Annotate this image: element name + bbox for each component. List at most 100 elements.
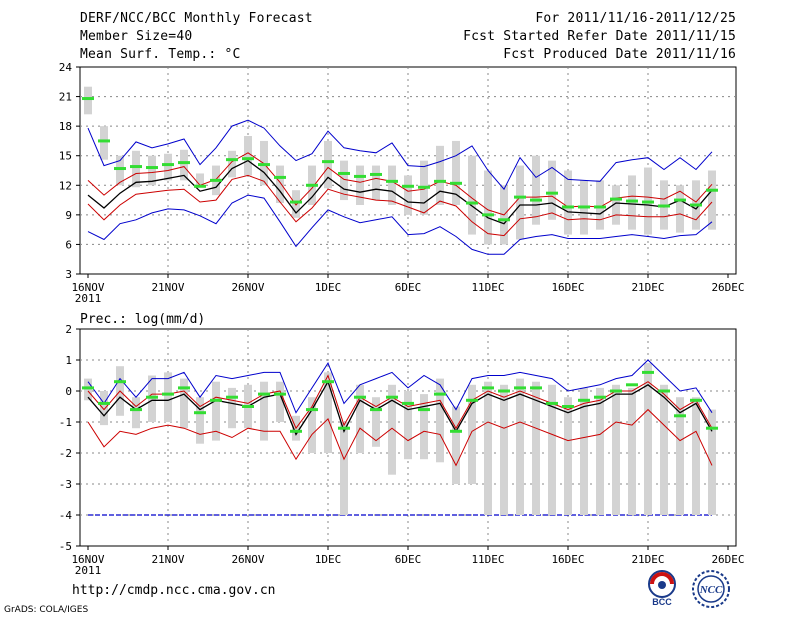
prec-xtick-label: 21DEC — [631, 553, 664, 566]
prec-spread-box — [516, 378, 524, 515]
prec-spread-box — [708, 409, 716, 515]
temp-spread-box — [292, 190, 300, 218]
temp-xtick-label: 26NOV — [231, 281, 264, 294]
temp-spread-box — [244, 136, 252, 176]
temp-spread-box — [164, 153, 172, 181]
prec-spread-box — [580, 387, 588, 515]
temp-ytick-label: 3 — [65, 268, 72, 281]
prec-spread-box — [372, 397, 380, 447]
prec-spread-box — [180, 378, 188, 429]
temp-spread-box — [148, 155, 156, 186]
prec-spread-box — [468, 384, 476, 484]
prec-xtick-label: 6DEC — [395, 553, 422, 566]
source-url[interactable]: http://cmdp.ncc.cma.gov.cn — [72, 583, 276, 598]
temp-spread-box — [180, 149, 188, 181]
prec-spread-box — [388, 384, 396, 475]
ncc-logo: NCC — [692, 570, 730, 608]
prec-spread-box — [532, 381, 540, 515]
temp-min-line — [87, 194, 713, 255]
temp-xtick-label: 16NOV — [71, 281, 104, 294]
temp-spread-box — [372, 165, 380, 201]
temp-ytick-label: 9 — [65, 209, 72, 222]
temp-spread-box — [516, 165, 524, 240]
temp-ytick-label: 21 — [59, 91, 72, 104]
prec-xtick-label: 11DEC — [471, 553, 504, 566]
temp-xtick-label: 26DEC — [711, 281, 744, 294]
prec-spread-box — [436, 378, 444, 463]
prec-spread-box — [356, 384, 364, 453]
prec-xtick-label: 16DEC — [551, 553, 584, 566]
prec-xtick-label: 26NOV — [231, 553, 264, 566]
temp-lower-line — [87, 174, 713, 237]
temp-max-line — [87, 119, 713, 191]
temp-spread-box — [132, 150, 140, 188]
prec-spread-box — [308, 397, 316, 453]
temp-spread-box — [116, 155, 124, 186]
temp-xtick-label: 21DEC — [631, 281, 664, 294]
prec-max-line — [87, 359, 713, 414]
prec-upper-line — [87, 374, 713, 430]
prec-spread-box — [132, 397, 140, 429]
temp-xtick-label: 11DEC — [471, 281, 504, 294]
prec-spread-box — [324, 372, 332, 453]
prec-spread-box — [84, 378, 92, 401]
prec-spread-box — [276, 381, 284, 422]
prec-spread-box — [260, 381, 268, 441]
prec-spread-box — [692, 397, 700, 515]
prec-spread-box — [100, 391, 108, 426]
temp-spread-box — [484, 170, 492, 245]
temp-mean-line — [87, 159, 713, 225]
temp-spread-box — [228, 150, 236, 178]
temp-spread-box — [564, 170, 572, 235]
prec-ytick-label: 2 — [65, 323, 72, 336]
temp-spread-box — [100, 126, 108, 160]
temp-spread-box — [84, 86, 92, 115]
temp-spread-box — [548, 160, 556, 220]
prec-spread-box — [564, 397, 572, 515]
temp-spread-box — [196, 173, 204, 188]
prec-ytick-label: -4 — [59, 509, 73, 522]
prec-ytick-label: -2 — [59, 447, 72, 460]
prec-ytick-label: -3 — [59, 478, 72, 491]
temp-spread-box — [708, 170, 716, 230]
prec-spread-box — [404, 391, 412, 460]
prec-ytick-label: -5 — [59, 540, 72, 553]
prec-spread-box — [340, 422, 348, 515]
grads-credit: GrADS: COLA/IGES — [4, 605, 89, 615]
temp-xtick-label: 16DEC — [551, 281, 584, 294]
prec-ytick-label: -1 — [59, 416, 72, 429]
prec-mean-line — [87, 380, 713, 436]
prec-panel-label: Prec.: log(mm/d) — [80, 312, 205, 327]
prec-xtick-label: 1DEC — [315, 553, 342, 566]
temp-xtick-label: 6DEC — [395, 281, 422, 294]
temp-spread-box — [388, 165, 396, 205]
temp-spread-box — [468, 155, 476, 235]
member-size: Member Size=40 — [80, 29, 193, 44]
prec-xtick-label: 16NOV — [71, 553, 104, 566]
prec-xtick-year: 2011 — [75, 564, 102, 577]
prec-spread-box — [660, 384, 668, 515]
produced-date: Fcst Produced Date 2011/11/16 — [503, 47, 736, 62]
temp-ytick-label: 18 — [59, 120, 72, 133]
temp-spread-box — [340, 160, 348, 201]
chart-title: DERF/NCC/BCC Monthly Forecast — [80, 11, 313, 26]
prec-spread-box — [612, 384, 620, 515]
prec-ytick-label: 0 — [65, 385, 72, 398]
prec-spread-box — [596, 387, 604, 515]
temp-spread-box — [276, 165, 284, 204]
prec-spread-box — [484, 381, 492, 515]
temp-spread-box — [324, 140, 332, 189]
prec-xtick-label: 21NOV — [151, 553, 184, 566]
temp-ytick-label: 15 — [59, 150, 72, 163]
prec-spread-box — [196, 397, 204, 444]
prec-lower-line — [87, 408, 713, 467]
prec-spread-box — [676, 397, 684, 515]
prec-spread-box — [212, 381, 220, 441]
refer-date: Fcst Started Refer Date 2011/11/15 — [463, 29, 736, 44]
temp-spread-box — [452, 140, 460, 205]
ncc-logo-text: NCC — [699, 584, 723, 596]
prec-spread-box — [452, 406, 460, 484]
